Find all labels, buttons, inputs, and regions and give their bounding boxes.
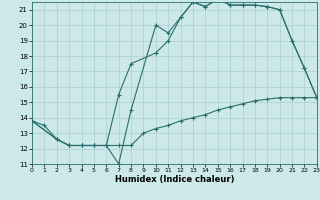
X-axis label: Humidex (Indice chaleur): Humidex (Indice chaleur) [115,175,234,184]
